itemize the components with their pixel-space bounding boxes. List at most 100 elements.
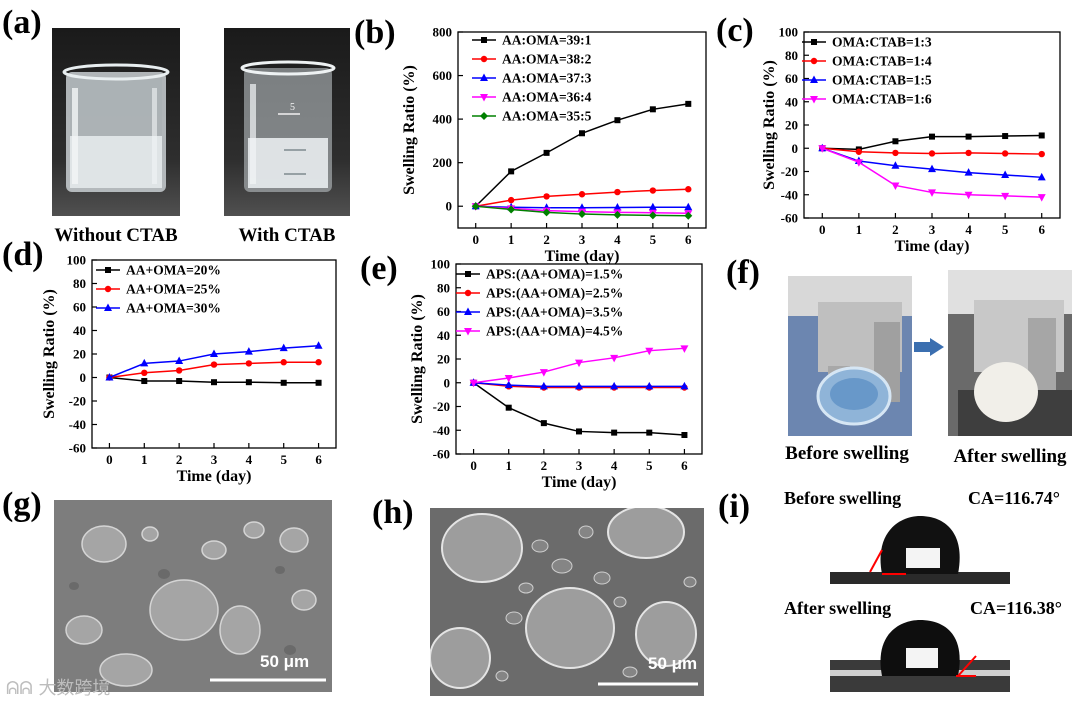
droplet-after-swelling: [830, 620, 1010, 692]
y-tick-label: 0: [80, 370, 87, 385]
caption-after-swelling: After swelling: [953, 446, 1067, 467]
legend-marker: [465, 271, 471, 277]
series-AA+OMA=30%: [105, 341, 323, 381]
data-point: [891, 161, 900, 169]
arrow-icon: [914, 338, 944, 356]
y-tick-label: 40: [437, 328, 450, 343]
x-axis-label: Time (day): [177, 468, 252, 485]
droplet-after-drawing: [830, 620, 1010, 692]
data-point: [648, 202, 657, 211]
data-point: [315, 359, 322, 366]
beaker-without-ctab-drawing: [52, 28, 180, 216]
x-tick-label: 2: [541, 458, 548, 473]
caliper-after-drawing: [948, 270, 1072, 436]
legend-marker: [480, 73, 488, 81]
data-point: [685, 100, 692, 107]
data-point: [680, 381, 689, 390]
y-tick-label: 600: [433, 68, 453, 83]
panel-label-b: (b): [354, 14, 396, 51]
beaker-photo-without-ctab: [52, 28, 180, 216]
x-tick-label: 0: [470, 458, 477, 473]
caption-with-ctab: With CTAB: [238, 225, 336, 246]
y-tick-label: 60: [73, 300, 86, 315]
watermark-text: 大数跨境: [38, 678, 111, 699]
data-point: [684, 211, 693, 220]
y-tick-label: 20: [437, 352, 450, 367]
series-AA:OMA=38:2: [472, 186, 692, 210]
data-point: [141, 378, 148, 385]
x-tick-label: 2: [892, 222, 899, 237]
legend-label: AA+OMA=25%: [126, 282, 221, 297]
data-point: [613, 203, 622, 211]
y-tick-label: 20: [785, 118, 798, 133]
y-tick-label: 40: [73, 323, 86, 338]
data-point: [929, 133, 935, 140]
y-axis-label: Swelling Ratio (%): [41, 289, 58, 419]
legend-label: AA:OMA=35:5: [502, 109, 592, 124]
series-AA:OMA=35:5: [471, 202, 693, 220]
legend-label: AA:OMA=36:4: [502, 90, 592, 105]
panel-label-f: (f): [726, 254, 760, 291]
y-axis-label: Swelling Ratio (%): [761, 60, 778, 190]
data-point: [1001, 170, 1010, 178]
legend-label: AA+OMA=20%: [126, 263, 221, 278]
y-tick-label: -60: [69, 441, 86, 456]
legend-marker: [811, 39, 817, 45]
x-tick-label: 4: [246, 452, 253, 467]
caliper-before-drawing: [788, 276, 912, 436]
data-point: [928, 164, 936, 173]
data-point: [855, 148, 863, 155]
series-OMA:CTAB=1:4: [819, 145, 1045, 158]
panel-label-c: (c): [716, 12, 754, 49]
data-point: [539, 369, 548, 377]
legend-marker: [480, 94, 488, 102]
data-point: [578, 210, 586, 219]
data-point: [614, 117, 621, 124]
y-tick-label: 100: [431, 257, 451, 272]
sem-h-drawing: [430, 508, 704, 696]
x-tick-label: 3: [211, 452, 218, 467]
x-tick-label: 1: [141, 452, 148, 467]
series-OMA:CTAB=1:6: [818, 145, 1046, 202]
data-point: [1037, 172, 1046, 181]
x-tick-label: 6: [681, 458, 688, 473]
data-point: [575, 359, 583, 368]
x-tick-label: 3: [576, 458, 583, 473]
data-point: [892, 138, 899, 145]
legend-marker: [104, 285, 112, 293]
beaker-with-ctab-drawing: 5: [224, 28, 350, 216]
y-tick-label: -20: [69, 394, 86, 409]
legend-label: OMA:CTAB=1:4: [832, 54, 932, 69]
y-tick-label: 100: [779, 25, 799, 40]
x-tick-label: 0: [472, 232, 479, 247]
x-axis-label: Time (day): [545, 248, 620, 264]
panel-label-g: (g): [2, 486, 42, 523]
data-point: [141, 369, 148, 376]
photo-after-swelling: [948, 270, 1072, 436]
y-tick-label: 100: [67, 253, 87, 268]
data-point: [892, 149, 899, 157]
x-tick-label: 5: [646, 458, 653, 473]
caption-before-swelling: Before swelling: [785, 443, 909, 464]
droplet-before-swelling: [830, 512, 1010, 584]
data-point: [680, 345, 689, 353]
legend-label: OMA:CTAB=1:6: [832, 92, 932, 107]
y-tick-label: 400: [433, 112, 453, 127]
data-point: [645, 347, 654, 356]
legend-label: APS:(AA+OMA)=1.5%: [486, 267, 623, 282]
data-point: [964, 168, 973, 176]
data-point: [210, 349, 218, 357]
data-point: [539, 381, 548, 390]
beaker-mark-5: 5: [290, 102, 295, 113]
data-point: [1001, 192, 1010, 201]
chart-c: -60 -40 -20 0 20 40 60 80 100 0 1 2 3 4 5 6 Time (day) Sw…: [761, 25, 1061, 255]
chart-d: -60 -40 -20 0 20 40 60 80 100 0 1 2 3 4 5 6 Time (day) Sw…: [41, 253, 337, 485]
data-point: [210, 361, 218, 368]
x-axis-label: Time (day): [542, 474, 617, 491]
panel-label-i: (i): [718, 488, 751, 525]
x-tick-label: 3: [579, 232, 586, 247]
data-point: [508, 168, 515, 175]
x-tick-label: 5: [650, 232, 657, 247]
data-point: [818, 145, 827, 153]
legend-marker: [810, 96, 818, 104]
